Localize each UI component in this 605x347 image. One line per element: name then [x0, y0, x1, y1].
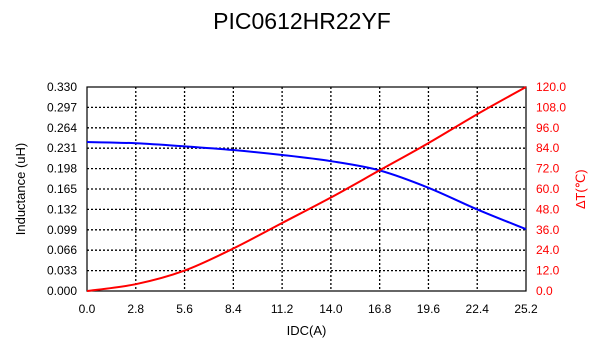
x-tick-label: 0.0	[79, 302, 96, 316]
series-group	[86, 86, 527, 292]
y-left-tick-label: 0.231	[47, 141, 77, 155]
x-tick-label: 22.4	[466, 302, 490, 316]
x-tick-label: 8.4	[225, 302, 242, 316]
y-left-tick-label: 0.033	[47, 264, 77, 278]
inductance-line	[86, 141, 527, 231]
y-right-tick-label: 48.0	[536, 202, 560, 216]
x-axis-label: IDC(A)	[287, 323, 327, 338]
y-left-tick-label: 0.165	[47, 182, 77, 196]
grid	[87, 87, 526, 291]
x-tick-label: 19.6	[417, 302, 441, 316]
y-right-tick-label: 24.0	[536, 243, 560, 257]
chart-title: PIC0612HR22YF	[213, 8, 391, 34]
y-right-tick-label: 108.0	[536, 100, 566, 114]
y-left-tick-label: 0.000	[47, 284, 77, 298]
y-left-axis-label: Inductance (uH)	[13, 143, 28, 236]
x-tick-label: 25.2	[514, 302, 538, 316]
y-left-tick-label: 0.099	[47, 223, 77, 237]
y-left-tick-label: 0.132	[47, 202, 77, 216]
x-tick-label: 16.8	[368, 302, 392, 316]
y-right-tick-label: 84.0	[536, 141, 560, 155]
x-tick-label: 5.6	[176, 302, 193, 316]
x-tick-label: 14.0	[319, 302, 343, 316]
y-left-tick-label: 0.066	[47, 243, 77, 257]
y-right-axis-label: ∆T(℃)	[573, 169, 588, 208]
y-right-tick-label: 120.0	[536, 80, 566, 94]
y-right-axis-ticks: 0.0 12.0 24.0 36.0 48.0 60.0 72.0 84.0 96.0 108.0…	[536, 80, 566, 298]
x-tick-label: 2.8	[127, 302, 144, 316]
y-right-tick-label: 12.0	[536, 264, 560, 278]
y-right-tick-label: 36.0	[536, 223, 560, 237]
temperature-rise-line	[86, 86, 527, 292]
y-right-tick-label: 72.0	[536, 162, 560, 176]
y-right-tick-label: 96.0	[536, 121, 560, 135]
y-left-axis-ticks: 0.000 0.033 0.066 0.099 0.132 0.165 0.198 0.231…	[47, 80, 77, 298]
y-left-tick-label: 0.330	[47, 80, 77, 94]
y-left-tick-label: 0.297	[47, 100, 77, 114]
y-right-tick-label: 60.0	[536, 182, 560, 196]
y-left-tick-label: 0.198	[47, 162, 77, 176]
x-axis-ticks: 0.0 2.8 5.6 8.4 11.2 14.0 16.8 19.6 22.4 25.2	[79, 302, 538, 316]
y-right-tick-label: 0.0	[536, 284, 553, 298]
x-tick-label: 11.2	[271, 302, 294, 316]
y-left-tick-label: 0.264	[47, 121, 77, 135]
plot-frame	[86, 86, 527, 292]
